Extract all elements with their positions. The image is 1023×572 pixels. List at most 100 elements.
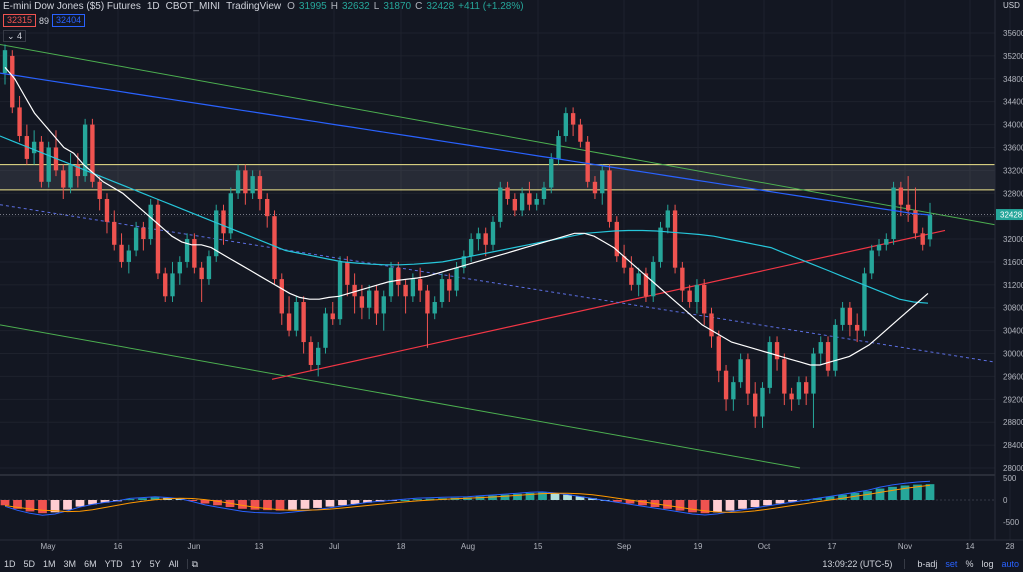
chevron-down-icon: ⌄ [7,31,18,41]
date-range-icon[interactable]: ⧉ [191,558,199,569]
time-tick-label: 19 [694,542,703,551]
candle [24,124,30,165]
macd-bar [638,500,647,506]
collapse-indicators-button[interactable]: ⌄ 4 [3,30,27,42]
divider [186,559,188,569]
symbol-title[interactable]: E-mini Dow Jones ($5) Futures [3,1,141,12]
candle [702,279,707,325]
candle [396,261,401,297]
time-tick-label: 16 [114,542,123,551]
time-tick-label: 18 [397,542,406,551]
candle [279,273,284,325]
candle [672,204,678,274]
candle [359,284,365,320]
sell-button[interactable]: 32315 [3,14,37,27]
settlement-toggle[interactable]: set [945,559,958,569]
macd-bar [313,500,322,508]
timeframe-5y[interactable]: 5Y [149,559,161,569]
price-axis[interactable]: 35600 35200 34800 34400 34000 33600 33200 32800… [1003,29,1023,473]
time-tick-label: 28 [1006,542,1015,551]
price-tick-label: 31200 [1003,281,1023,290]
candle [825,336,831,377]
candle [920,227,925,251]
macd-bar [100,500,110,503]
change-value: +411 (+1.28%) [458,1,524,12]
candle [898,181,904,217]
candle [439,273,445,308]
last-price-label: 32428 [1000,211,1023,220]
percent-toggle[interactable]: % [965,559,974,569]
grid-lines [0,0,1011,540]
candle [82,118,88,182]
time-axis[interactable]: May 16 Jun 13 Jul 18 Aug 15 Sep 19 Oct 17 Nov 14 28 [40,542,1015,551]
candle [527,181,532,211]
macd-bar [738,500,747,509]
last-price-tag: 32428 [996,209,1023,221]
candle [17,95,22,142]
candle [257,170,263,211]
macd-bar [38,500,47,514]
candle [760,382,765,428]
candle [643,267,649,303]
candle [286,296,292,337]
macd-bar [175,498,185,500]
chart-header: E-mini Dow Jones ($5) Futures 1D CBOT_MI… [3,1,524,12]
macd-bar [200,500,210,504]
macd-bar [213,500,222,506]
clock-time[interactable]: 13:09:22 (UTC-5) [822,559,893,569]
macd-bar [500,494,510,500]
timeframe-1m[interactable]: 1M [43,559,56,569]
auto-toggle[interactable]: auto [1001,559,1019,569]
price-tick-label: 30000 [1003,350,1023,359]
interval-label[interactable]: 1D [146,1,160,12]
candle [31,130,37,165]
candle [177,256,182,285]
candle [658,221,663,268]
buy-button[interactable]: 32404 [52,14,86,27]
log-toggle[interactable]: log [981,559,994,569]
timeframe-5d[interactable]: 5D [23,559,36,569]
macd-bar [625,500,635,504]
timeframe-3m[interactable]: 3M [63,559,77,569]
exchange-label: CBOT_MINI [165,1,221,12]
macd-bar [238,500,247,509]
price-tick-label: 28800 [1003,418,1023,427]
candle [490,216,496,251]
price-tick-label: 29600 [1003,372,1023,381]
macd-bar [488,495,497,500]
candle [687,284,692,308]
badj-toggle[interactable]: b-adj [917,559,938,569]
open-label: O [287,1,295,12]
timeframe-6m[interactable]: 6M [84,559,97,569]
candle [206,250,212,285]
candle [709,307,714,348]
candle [214,204,219,262]
candle [629,256,634,291]
timeframe-1y[interactable]: 1Y [130,559,142,569]
candle [104,193,110,234]
candle [250,170,255,199]
time-tick-label: 15 [534,542,543,551]
macd-bar [813,498,822,500]
candle [10,50,15,114]
price-tick-label: 34000 [1003,121,1023,130]
time-tick-label: Aug [461,542,475,551]
candle [767,336,772,394]
timeframe-ytd[interactable]: YTD [104,559,123,569]
macd-bar [25,500,35,512]
time-tick-label: 13 [255,542,264,551]
macd-bar [913,484,922,500]
macd-tick-label: -500 [1003,518,1020,527]
timeframe-1d[interactable]: 1D [4,559,16,569]
macd-bar [688,500,697,513]
candle [345,256,350,297]
high-value: 32632 [341,1,370,12]
macd-bar [513,493,522,500]
macd-axis[interactable]: 500 0 -500 [1003,474,1020,527]
candle [447,273,452,303]
candle [221,204,226,245]
timeframe-all[interactable]: All [168,559,179,569]
candle [2,44,8,85]
macd-bar [550,493,560,500]
